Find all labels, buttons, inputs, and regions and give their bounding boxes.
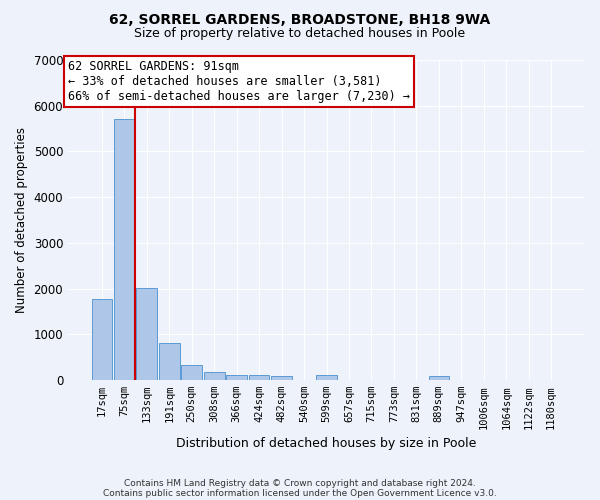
Bar: [271, 376, 292, 380]
Bar: [226, 376, 247, 380]
Text: 62 SORREL GARDENS: 91sqm
← 33% of detached houses are smaller (3,581)
66% of sem: 62 SORREL GARDENS: 91sqm ← 33% of detach…: [68, 60, 410, 103]
Bar: [114, 120, 134, 380]
Bar: [136, 288, 157, 380]
Text: 62, SORREL GARDENS, BROADSTONE, BH18 9WA: 62, SORREL GARDENS, BROADSTONE, BH18 9WA: [109, 12, 491, 26]
Text: Contains HM Land Registry data © Crown copyright and database right 2024.: Contains HM Land Registry data © Crown c…: [124, 478, 476, 488]
Y-axis label: Number of detached properties: Number of detached properties: [15, 127, 28, 313]
X-axis label: Distribution of detached houses by size in Poole: Distribution of detached houses by size …: [176, 437, 477, 450]
Bar: [92, 298, 112, 380]
Bar: [316, 376, 337, 380]
Bar: [159, 344, 179, 380]
Bar: [204, 372, 224, 380]
Text: Contains public sector information licensed under the Open Government Licence v3: Contains public sector information licen…: [103, 488, 497, 498]
Text: Size of property relative to detached houses in Poole: Size of property relative to detached ho…: [134, 28, 466, 40]
Bar: [181, 364, 202, 380]
Bar: [428, 376, 449, 380]
Bar: [249, 376, 269, 380]
